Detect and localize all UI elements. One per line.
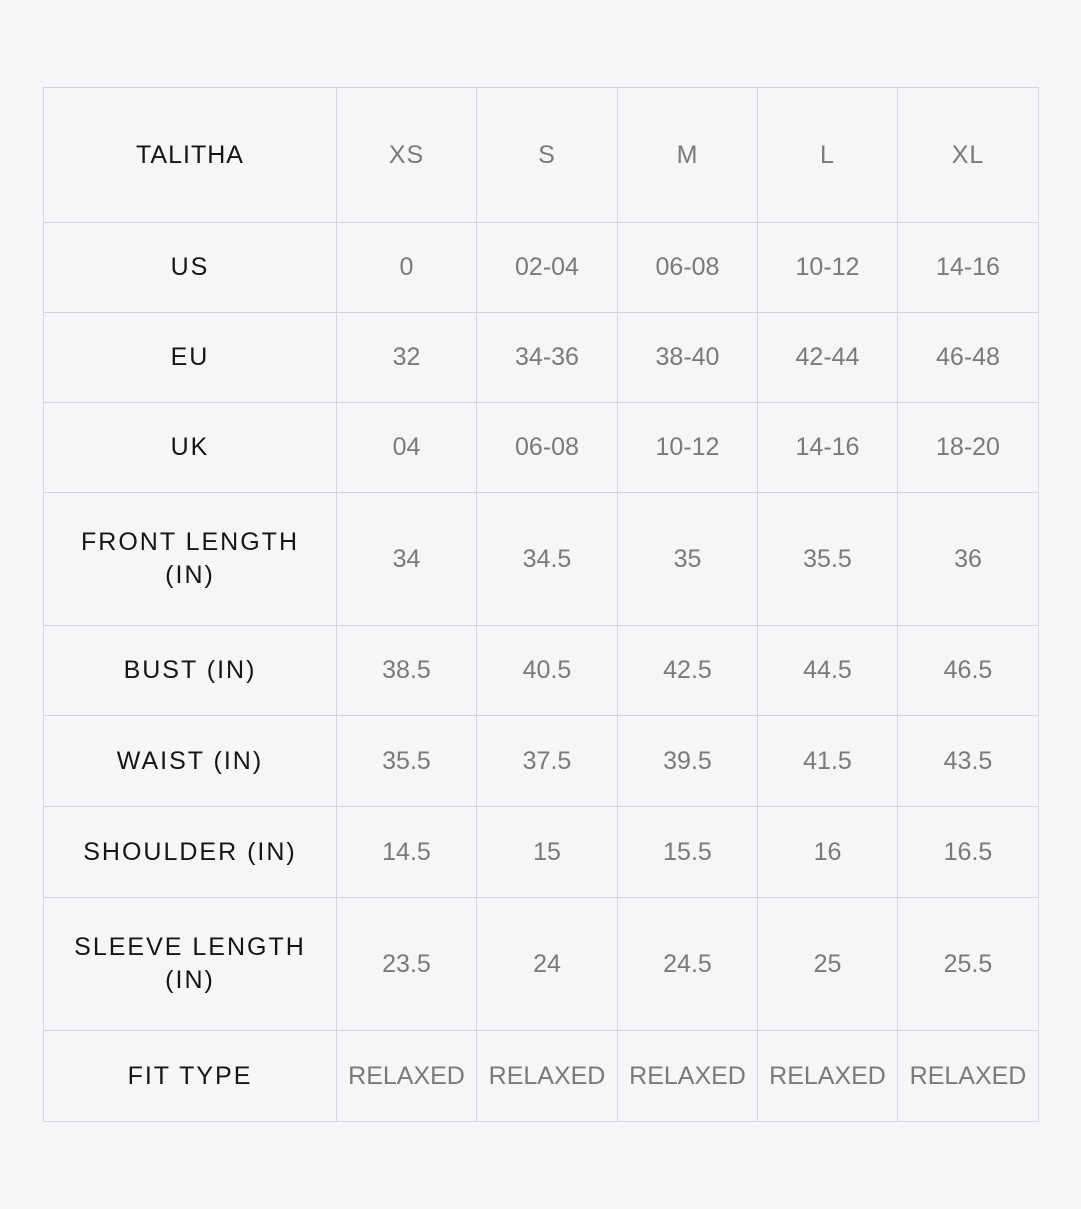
cell: 02-04 [476, 222, 618, 313]
row-label: SLEEVE LENGTH (IN) [43, 897, 337, 1031]
row-label: FIT TYPE [43, 1030, 337, 1122]
cell: 10-12 [617, 402, 758, 493]
cell: 36 [897, 492, 1039, 626]
cell: 14.5 [336, 806, 477, 898]
cell: RELAXED [897, 1030, 1039, 1122]
cell: 24.5 [617, 897, 758, 1031]
cell: 35.5 [336, 715, 477, 807]
cell: 34 [336, 492, 477, 626]
cell: 18-20 [897, 402, 1039, 493]
cell: 44.5 [757, 625, 898, 716]
row-label: SHOULDER (IN) [43, 806, 337, 898]
row-label: BUST (IN) [43, 625, 337, 716]
cell: 23.5 [336, 897, 477, 1031]
size-chart: TALITHA XS S M L XL US 0 02-04 06-08 10-12 14-16 EU 3… [43, 87, 1039, 1122]
cell: 46-48 [897, 312, 1039, 403]
table-row: WAIST (IN) 35.5 37.5 39.5 41.5 43.5 [43, 715, 1039, 807]
table-row: UK 04 06-08 10-12 14-16 18-20 [43, 402, 1039, 493]
cell: RELAXED [336, 1030, 477, 1122]
cell: 25.5 [897, 897, 1039, 1031]
table-row: TALITHA XS S M L XL [43, 87, 1039, 223]
table-row: EU 32 34-36 38-40 42-44 46-48 [43, 312, 1039, 403]
table-row: US 0 02-04 06-08 10-12 14-16 [43, 222, 1039, 313]
cell: 41.5 [757, 715, 898, 807]
cell: RELAXED [476, 1030, 618, 1122]
cell: 38.5 [336, 625, 477, 716]
cell: 04 [336, 402, 477, 493]
cell: 35.5 [757, 492, 898, 626]
cell: 06-08 [617, 222, 758, 313]
table-row: FIT TYPE RELAXED RELAXED RELAXED RELAXED RELA… [43, 1030, 1039, 1122]
cell: 34-36 [476, 312, 618, 403]
cell: 24 [476, 897, 618, 1031]
cell: 46.5 [897, 625, 1039, 716]
cell: XL [897, 87, 1039, 223]
table-row: FRONT LENGTH (IN) 34 34.5 35 35.5 36 [43, 492, 1039, 626]
cell: 15.5 [617, 806, 758, 898]
row-label: FRONT LENGTH (IN) [43, 492, 337, 626]
cell: 32 [336, 312, 477, 403]
cell: 39.5 [617, 715, 758, 807]
row-label: EU [43, 312, 337, 403]
row-label: TALITHA [43, 87, 337, 223]
cell: S [476, 87, 618, 223]
cell: 06-08 [476, 402, 618, 493]
cell: 15 [476, 806, 618, 898]
cell: 0 [336, 222, 477, 313]
row-label: UK [43, 402, 337, 493]
table-row: BUST (IN) 38.5 40.5 42.5 44.5 46.5 [43, 625, 1039, 716]
cell: 10-12 [757, 222, 898, 313]
table-row: SHOULDER (IN) 14.5 15 15.5 16 16.5 [43, 806, 1039, 898]
cell: 37.5 [476, 715, 618, 807]
cell: 14-16 [757, 402, 898, 493]
cell: 35 [617, 492, 758, 626]
cell: 43.5 [897, 715, 1039, 807]
cell: 16.5 [897, 806, 1039, 898]
table-row: SLEEVE LENGTH (IN) 23.5 24 24.5 25 25.5 [43, 897, 1039, 1031]
cell: 38-40 [617, 312, 758, 403]
cell: 16 [757, 806, 898, 898]
row-label: WAIST (IN) [43, 715, 337, 807]
cell: 42-44 [757, 312, 898, 403]
row-label: US [43, 222, 337, 313]
cell: 40.5 [476, 625, 618, 716]
cell: M [617, 87, 758, 223]
cell: L [757, 87, 898, 223]
cell: 25 [757, 897, 898, 1031]
cell: XS [336, 87, 477, 223]
cell: 34.5 [476, 492, 618, 626]
cell: 42.5 [617, 625, 758, 716]
cell: 14-16 [897, 222, 1039, 313]
cell: RELAXED [757, 1030, 898, 1122]
cell: RELAXED [617, 1030, 758, 1122]
